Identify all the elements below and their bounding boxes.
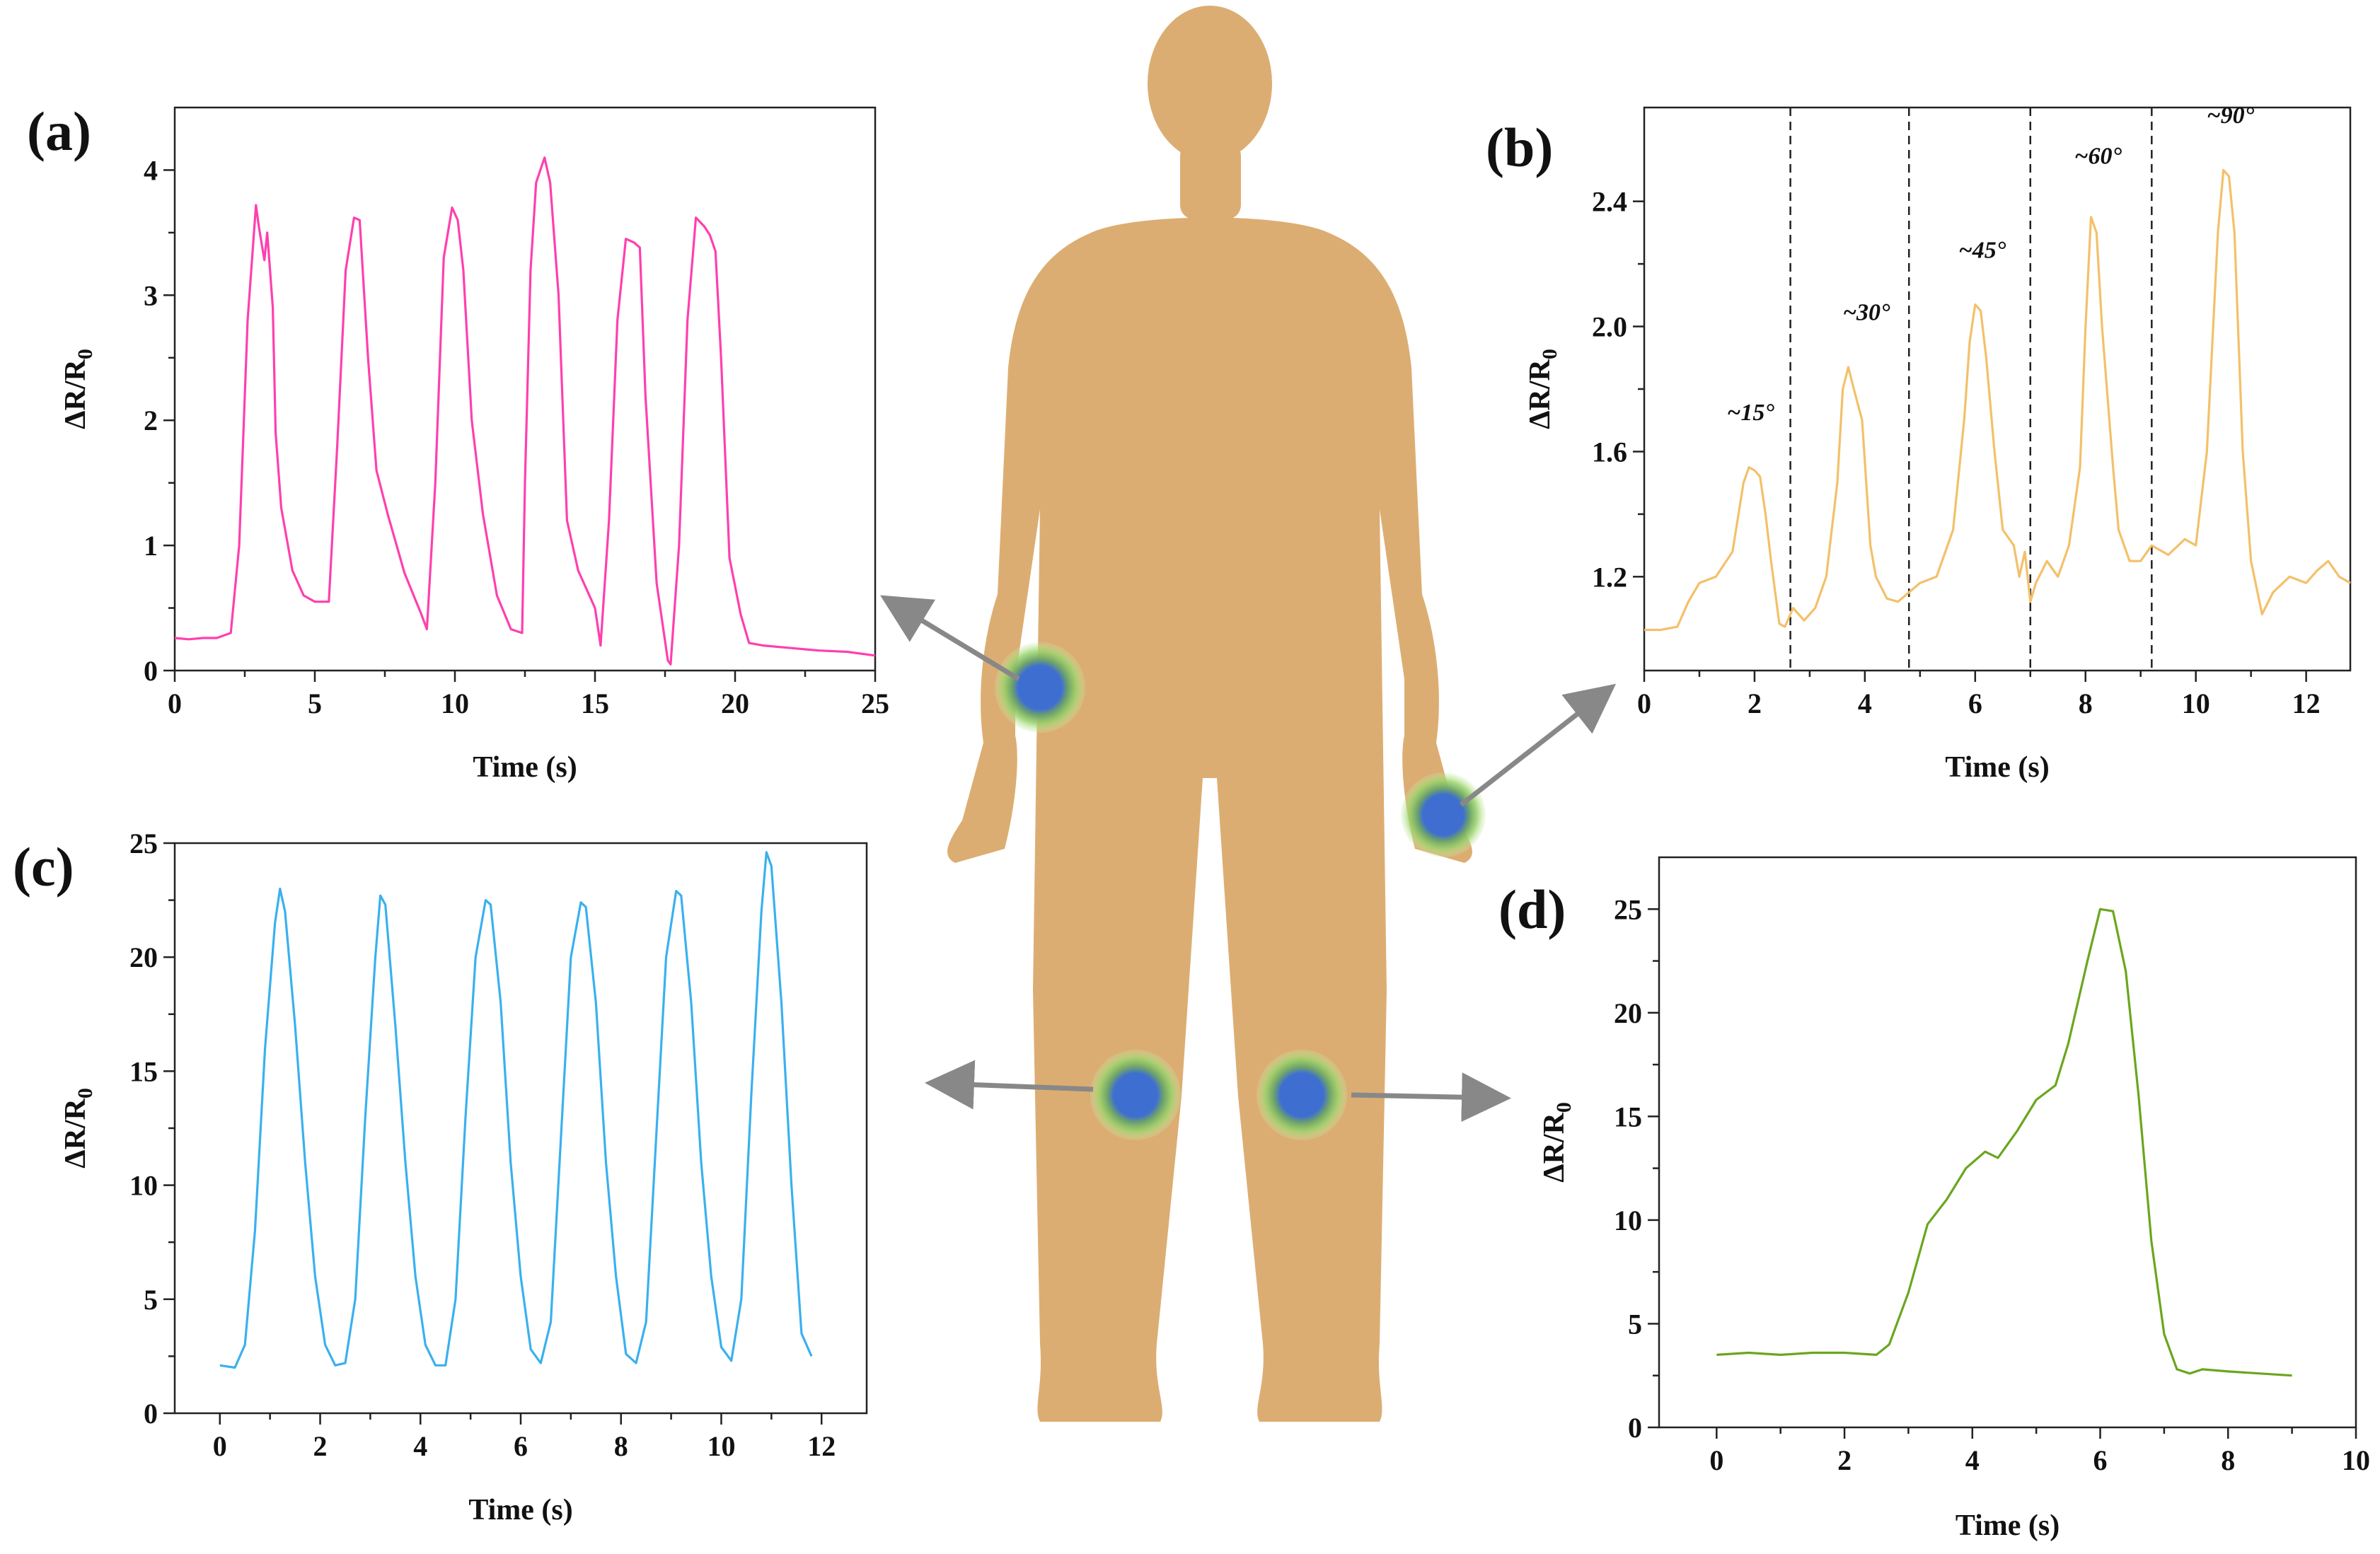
- y-tick-label: 2.0: [1592, 311, 1627, 343]
- series-line: [1644, 168, 2351, 632]
- y-tick-label: 15: [129, 1055, 158, 1087]
- x-tick-label: 10: [2342, 1444, 2370, 1476]
- x-tick-label: 0: [213, 1430, 227, 1462]
- x-tick-label: 10: [441, 688, 469, 719]
- y-tick-label: 25: [1614, 893, 1642, 925]
- y-axis-title: ΔR/R0: [1524, 349, 1561, 429]
- x-tick-label: 0: [1637, 688, 1651, 719]
- plot-frame: [173, 106, 877, 672]
- series-line: [174, 156, 876, 666]
- panel-label: (b): [1486, 117, 1553, 178]
- x-axis-title: Time (s): [468, 1494, 572, 1526]
- x-tick-label: 2: [1748, 688, 1762, 719]
- angle-annotation: ~60°: [2074, 144, 2122, 170]
- series-line: [219, 851, 813, 1369]
- chart-panel-d: (d) 0 2 4 6 8 10 0 5 10 15 20 25 Time (s) ΔR/R0: [1498, 856, 2370, 1542]
- y-tick-label: 25: [129, 828, 158, 859]
- angle-annotation: ~90°: [2207, 103, 2254, 129]
- chart-panel-a: (a) 0 5 10 15 20 25 0 1 2 3 4 Time (s) ΔR/R0: [27, 100, 889, 784]
- plot-frame: [1643, 106, 2352, 672]
- x-tick-label: 8: [2221, 1444, 2235, 1476]
- x-tick-label: 6: [2093, 1444, 2108, 1476]
- x-tick-label: 10: [2182, 688, 2210, 719]
- panel-label: (a): [27, 100, 91, 162]
- x-tick-label: 0: [168, 688, 182, 719]
- x-tick-label: 2: [1837, 1444, 1852, 1476]
- x-tick-label: 12: [807, 1430, 836, 1462]
- arrow-to-panel-d: [1351, 1072, 1511, 1123]
- x-tick-label: 15: [581, 688, 609, 719]
- y-tick-label: 2: [144, 405, 158, 436]
- arrow-to-panel-a: [880, 595, 1020, 681]
- x-tick-label: 25: [861, 688, 889, 719]
- series-line: [1716, 908, 2292, 1377]
- x-tick-label: 20: [721, 688, 749, 719]
- right-knee-sensor: [1257, 1050, 1347, 1140]
- y-tick-label: 15: [1614, 1101, 1642, 1132]
- y-tick-label: 4: [144, 154, 158, 186]
- arrow-to-panel-b: [1459, 683, 1617, 807]
- y-axis-title: ΔR/R0: [59, 349, 97, 429]
- y-tick-label: 20: [129, 941, 158, 973]
- plot-frame: [1658, 856, 2357, 1429]
- y-tick-label: 10: [129, 1170, 158, 1202]
- x-tick-label: 8: [614, 1430, 628, 1462]
- x-axis-title: Time (s): [473, 751, 577, 784]
- panel-label: (c): [13, 836, 74, 898]
- x-tick-label: 6: [1968, 688, 1982, 719]
- x-axis-title: Time (s): [1956, 1509, 2060, 1542]
- angle-annotation: ~45°: [1958, 237, 2006, 263]
- x-tick-label: 2: [313, 1430, 328, 1462]
- x-tick-label: 0: [1709, 1444, 1723, 1476]
- panel-label: (d): [1498, 879, 1566, 940]
- angle-annotation: ~30°: [1843, 300, 1890, 326]
- human-body-silhouette: [947, 6, 1472, 1422]
- y-tick-label: 1: [144, 530, 158, 562]
- sensor-markers: [995, 642, 1486, 1140]
- y-axis-title: ΔR/R0: [1538, 1102, 1576, 1183]
- y-axis-title: ΔR/R0: [59, 1088, 97, 1169]
- y-tick-label: 0: [144, 1398, 158, 1430]
- left-knee-sensor: [1090, 1050, 1181, 1140]
- y-tick-label: 0: [144, 655, 158, 687]
- finger-sensor: [1401, 772, 1486, 857]
- wrist-sensor: [995, 642, 1085, 733]
- x-tick-label: 4: [413, 1430, 427, 1462]
- x-tick-label: 5: [308, 688, 322, 719]
- x-tick-label: 4: [1858, 688, 1872, 719]
- y-tick-label: 0: [1628, 1412, 1642, 1444]
- chart-panel-c: (c) 0 2 4 6 8 10 12 0 5 10 15 20 25 Time (s) ΔR/R0: [13, 828, 868, 1526]
- x-tick-label: 4: [1965, 1444, 1980, 1476]
- y-tick-label: 20: [1614, 997, 1642, 1029]
- x-tick-label: 8: [2079, 688, 2093, 719]
- chart-panel-b: (b) 0 2 4 6 8 10 12 1.2 1.6 2.0 2.4 Time (s) ΔR/R0 ~15…: [1486, 103, 2352, 784]
- pointer-arrows: [880, 595, 1617, 1123]
- arrow-to-panel-c: [925, 1060, 1094, 1110]
- y-tick-label: 3: [144, 279, 158, 311]
- y-tick-label: 10: [1614, 1205, 1642, 1236]
- y-tick-label: 2.4: [1592, 186, 1627, 218]
- y-tick-label: 5: [1628, 1308, 1642, 1340]
- angle-annotation: ~15°: [1727, 400, 1774, 426]
- x-tick-label: 12: [2292, 688, 2321, 719]
- y-tick-label: 1.6: [1592, 436, 1627, 468]
- x-tick-label: 10: [707, 1430, 735, 1462]
- y-tick-label: 1.2: [1592, 561, 1627, 593]
- x-axis-title: Time (s): [1945, 751, 2049, 784]
- plot-frame: [173, 842, 868, 1415]
- x-tick-label: 6: [514, 1430, 528, 1462]
- y-tick-label: 5: [144, 1284, 158, 1316]
